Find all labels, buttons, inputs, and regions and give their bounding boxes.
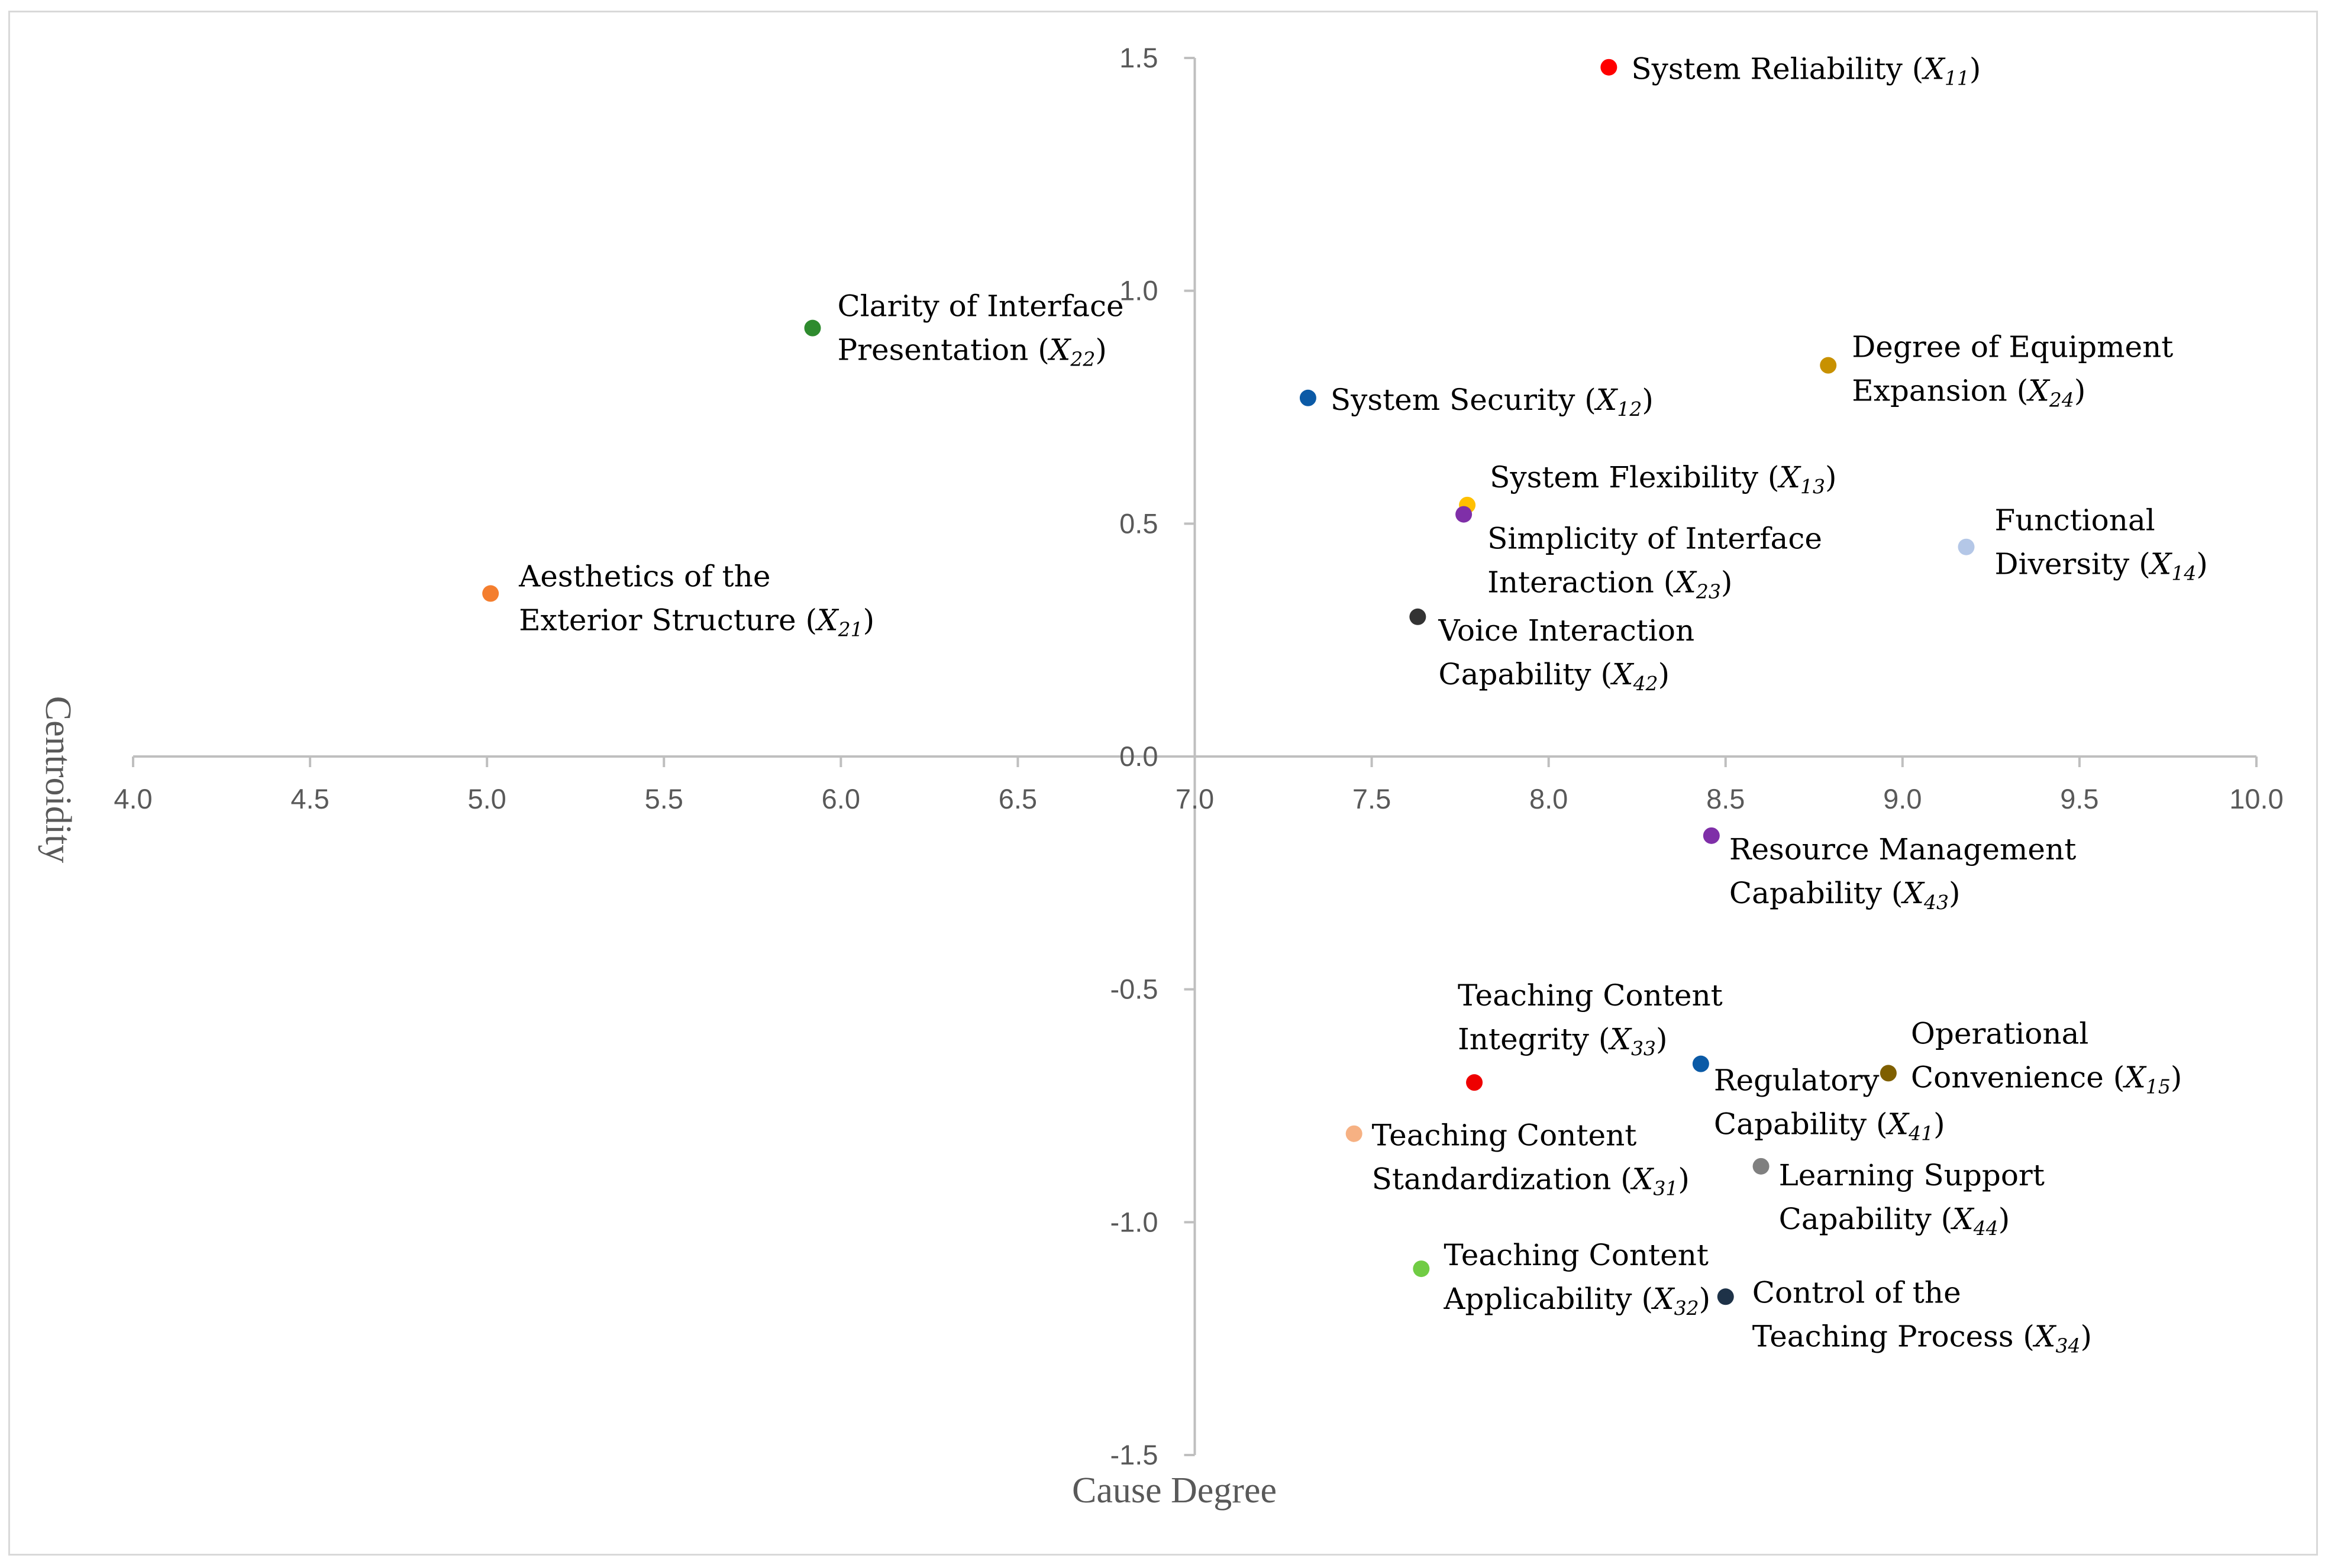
x-tick-label: 9.0 bbox=[1883, 783, 1922, 814]
y-tick-label: -1.0 bbox=[1110, 1206, 1158, 1237]
x-tick-label: 10.0 bbox=[2229, 783, 2283, 814]
data-point-x43 bbox=[1703, 827, 1720, 844]
x-tick-label: 7.5 bbox=[1352, 783, 1391, 814]
data-label-x23: Simplicity of Interface Interaction (X23) bbox=[1487, 522, 1822, 603]
data-label-x41: Regulatory Capability (X41) bbox=[1714, 1063, 1945, 1145]
data-label-x21: Aesthetics of the Exterior Structure (X21… bbox=[518, 559, 874, 641]
data-point-x23 bbox=[1455, 506, 1473, 523]
x-tick-label: 9.5 bbox=[2060, 783, 2098, 814]
data-point-x33 bbox=[1466, 1074, 1483, 1091]
data-label-x22: Clarity of Interface Presentation (X22) bbox=[837, 289, 1123, 371]
data-label-x13: System Flexibility (X13) bbox=[1490, 460, 1836, 498]
data-label-x15: Operational Convenience (X15) bbox=[1911, 1016, 2182, 1098]
data-label-x14: Functional Diversity (X14) bbox=[1995, 503, 2208, 585]
y-tick-label: -1.5 bbox=[1110, 1439, 1158, 1470]
data-points bbox=[482, 59, 1975, 1305]
data-point-x14 bbox=[1958, 538, 1975, 555]
y-axis-title: Centroidity bbox=[38, 696, 78, 863]
axes bbox=[132, 57, 2258, 1456]
y-tick-label: -0.5 bbox=[1110, 974, 1158, 1005]
data-point-x21 bbox=[482, 585, 499, 602]
x-tick-label: 8.5 bbox=[1706, 783, 1745, 814]
data-labels: System Reliability (X11) System Security … bbox=[518, 52, 2208, 1357]
x-tick-label: 4.0 bbox=[114, 783, 152, 814]
x-tick-label: 7.0 bbox=[1176, 783, 1214, 814]
x-tick-label: 5.5 bbox=[645, 783, 683, 814]
data-label-x11: System Reliability (X11) bbox=[1631, 52, 1981, 90]
x-tick-label: 6.0 bbox=[822, 783, 860, 814]
data-point-x22 bbox=[804, 319, 821, 337]
data-label-x24: Degree of Equipment Expansion (X24) bbox=[1852, 330, 2173, 412]
data-point-x41 bbox=[1692, 1055, 1709, 1072]
data-point-x15 bbox=[1880, 1065, 1897, 1082]
y-tick-label: 0.5 bbox=[1119, 507, 1158, 539]
y-tick-label: 1.5 bbox=[1119, 42, 1158, 73]
data-point-x42 bbox=[1409, 608, 1426, 625]
data-point-x34 bbox=[1717, 1288, 1734, 1305]
y-tick-label: 0.0 bbox=[1119, 741, 1158, 772]
x-tick-label: 6.5 bbox=[999, 783, 1037, 814]
data-point-x24 bbox=[1820, 357, 1837, 374]
data-point-x31 bbox=[1345, 1125, 1362, 1142]
data-label-x33: Teaching Content Integrity (X33) bbox=[1458, 978, 1723, 1060]
data-label-x34: Control of the Teaching Process (X34) bbox=[1752, 1275, 2092, 1357]
chart-frame bbox=[8, 11, 2318, 1556]
data-point-x12 bbox=[1299, 389, 1316, 406]
y-tick-label: 1.0 bbox=[1119, 275, 1158, 306]
tick-labels: 4.0 4.5 5.0 5.5 6.0 6.5 7.0 7.5 8.0 8.5 9.0 9.5 10.0… bbox=[114, 42, 2283, 1470]
x-tick-label: 4.5 bbox=[290, 783, 329, 814]
data-point-x44 bbox=[1752, 1158, 1770, 1175]
x-tick-label: 5.0 bbox=[467, 783, 506, 814]
data-label-x42: Voice Interaction Capability (X42) bbox=[1438, 613, 1694, 695]
data-label-x12: System Security (X12) bbox=[1331, 383, 1654, 421]
x-tick-label: 8.0 bbox=[1529, 783, 1568, 814]
data-point-x32 bbox=[1413, 1260, 1430, 1278]
data-label-x31: Teaching Content Standardization (X31) bbox=[1372, 1118, 1690, 1200]
data-label-x44: Learning Support Capability (X44) bbox=[1779, 1158, 2045, 1240]
data-point-x11 bbox=[1600, 59, 1617, 76]
data-label-x32: Teaching Content Applicability (X32) bbox=[1443, 1238, 1710, 1320]
x-axis-title: Cause Degree bbox=[1072, 1470, 1277, 1511]
data-label-x43: Resource Management Capability (X43) bbox=[1729, 832, 2077, 914]
